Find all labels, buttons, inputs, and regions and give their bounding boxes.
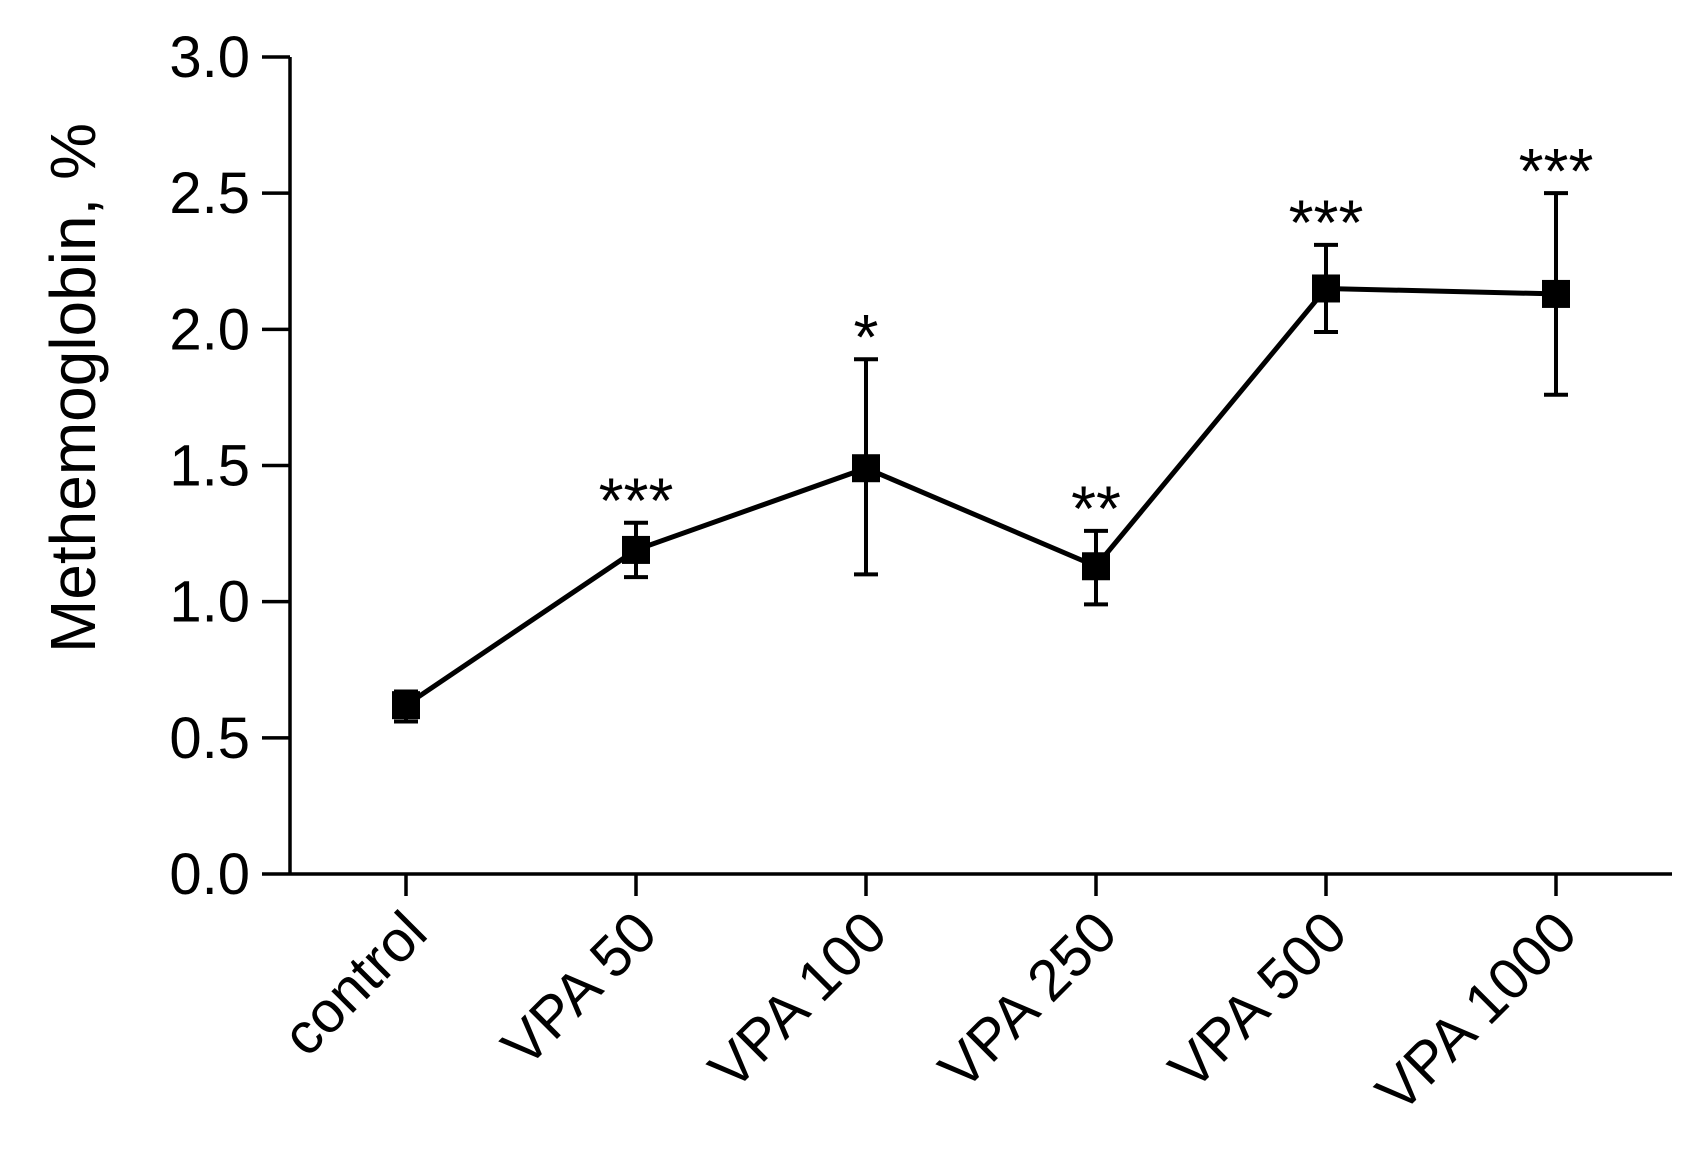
data-point — [1312, 274, 1340, 303]
data-point — [1542, 279, 1570, 308]
y-tick-label: 2.0 — [169, 297, 250, 362]
significance-label: *** — [599, 464, 674, 536]
y-tick-label: 1.5 — [169, 434, 250, 499]
significance-label: * — [854, 301, 879, 373]
x-tick-label: control — [270, 899, 439, 1068]
y-tick-label: 0.5 — [169, 706, 250, 771]
significance-label: ** — [1071, 472, 1121, 544]
x-tick-label: VPA 100 — [697, 899, 900, 1102]
y-tick-label: 2.5 — [169, 161, 250, 226]
x-tick-label: VPA 50 — [489, 899, 669, 1079]
series-line — [404, 285, 1557, 708]
data-point — [622, 535, 650, 564]
data-point — [852, 454, 880, 483]
y-axis-title: Methemoglobin, % — [37, 123, 109, 653]
data-point — [392, 691, 420, 720]
significance-label: *** — [1519, 135, 1594, 207]
y-tick-label: 1.0 — [169, 570, 250, 635]
x-tick-label: VPA 500 — [1157, 899, 1360, 1102]
data-point — [1082, 552, 1110, 581]
significance-label: *** — [1289, 187, 1364, 259]
y-tick-label: 0.0 — [169, 842, 250, 907]
y-tick-label: 3.0 — [169, 25, 250, 90]
x-tick-label: VPA 250 — [927, 899, 1130, 1102]
x-tick-label: VPA 1000 — [1364, 899, 1589, 1124]
